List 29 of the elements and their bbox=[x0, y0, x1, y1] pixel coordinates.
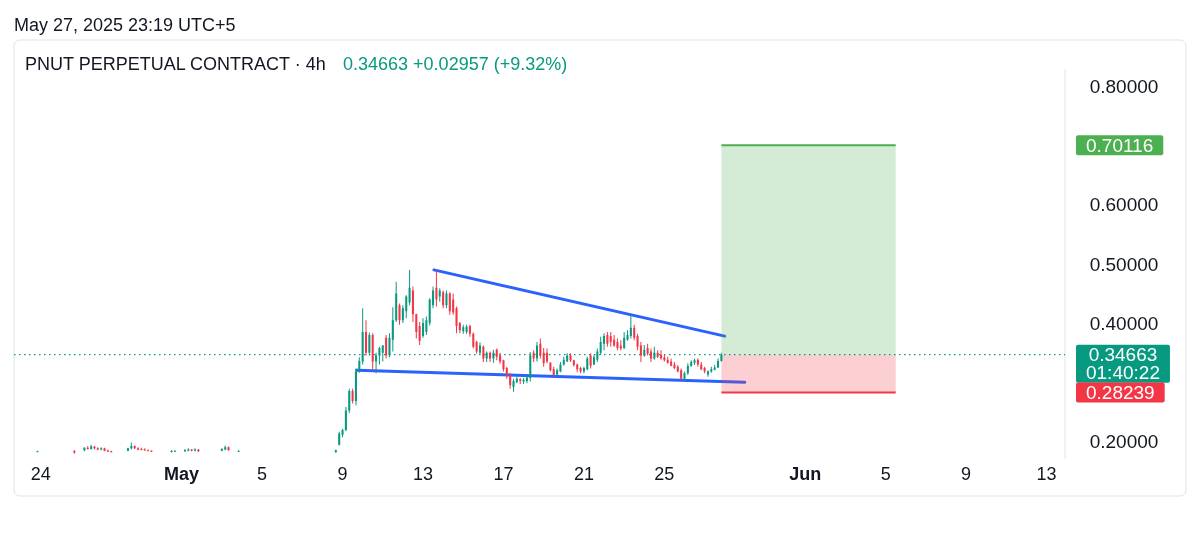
x-tick-label: 13 bbox=[1036, 464, 1057, 484]
y-tick-label: 0.60000 bbox=[1089, 194, 1159, 216]
candlestick bbox=[398, 303, 401, 325]
y-tick-label: 0.70116 bbox=[1085, 134, 1154, 156]
candlestick bbox=[103, 447, 106, 452]
x-tick-label: 5 bbox=[880, 464, 891, 484]
chart-subtitle: 0.34663 +0.02957 (+9.32%) bbox=[343, 54, 568, 74]
x-tick-label: 9 bbox=[961, 464, 972, 484]
x-tick-label: 17 bbox=[493, 464, 514, 484]
x-tick-label: 9 bbox=[337, 464, 348, 484]
candlestick bbox=[445, 290, 448, 309]
x-tick-label: Jun bbox=[789, 464, 822, 484]
y-tick-label: 0.28239 bbox=[1086, 382, 1155, 404]
x-tick-label: 25 bbox=[654, 464, 675, 484]
x-tick-label: May bbox=[164, 464, 200, 484]
x-tick-label: 21 bbox=[573, 464, 594, 484]
y-tick-label: 0.80000 bbox=[1089, 76, 1159, 98]
candlestick bbox=[96, 447, 99, 451]
x-tick-label: 13 bbox=[412, 464, 434, 484]
x-tick-label: 5 bbox=[257, 464, 268, 484]
candlestick bbox=[137, 447, 140, 451]
y-tick-label: 0.40000 bbox=[1089, 312, 1159, 334]
x-tick-label: 24 bbox=[30, 464, 51, 484]
text: May 27, 2025 23:19 UTC+5 bbox=[14, 15, 236, 35]
y-tick-label: 0.50000 bbox=[1089, 253, 1159, 275]
y-tick-label: 0.20000 bbox=[1089, 430, 1159, 452]
candlestick bbox=[100, 447, 103, 451]
chart-title: PNUT PERPETUAL CONTRACT · 4h bbox=[25, 54, 326, 74]
candlestick bbox=[512, 378, 515, 392]
